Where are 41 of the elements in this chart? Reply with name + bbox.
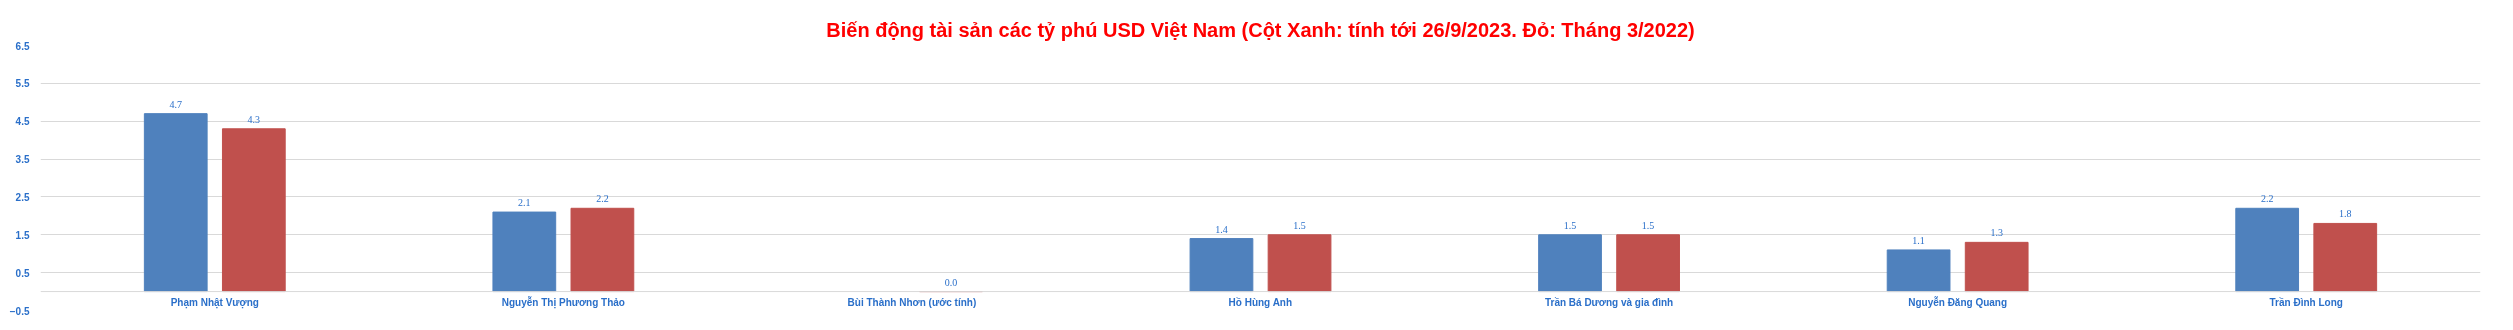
y-tick-label: 0.5 xyxy=(15,267,30,279)
data-label: 1.1 xyxy=(1912,234,1925,246)
y-tick-label: −0.5 xyxy=(9,305,30,317)
chart-title: Biến động tài sản các tỷ phú USD Việt Nam (Cột Xanh: tính tới 26/9/2023. Đỏ: Tháng 3/2022) xyxy=(826,18,1695,41)
y-tick-label: 4.5 xyxy=(15,116,30,128)
data-label: 2.2 xyxy=(2260,193,2274,205)
y-tick-label: 5.5 xyxy=(15,78,30,90)
data-label: 2.2 xyxy=(596,193,609,205)
x-tick-label: Trần Đình Long xyxy=(2269,296,2343,308)
bar xyxy=(570,207,635,293)
data-label: 1.8 xyxy=(2339,208,2352,220)
bar xyxy=(492,211,557,293)
bar xyxy=(1964,241,2029,293)
y-tick-label: 6.5 xyxy=(15,40,30,52)
bar xyxy=(1538,234,1602,293)
y-tick-label: 3.5 xyxy=(15,154,30,166)
y-tick-label: 2.5 xyxy=(15,191,30,203)
x-tick-label: Nguyễn Thị Phương Thảo xyxy=(501,295,625,309)
bar xyxy=(1189,238,1254,293)
x-tick-label: Bùi Thành Nhơn (ước tính) xyxy=(847,296,977,308)
data-label: 0.0 xyxy=(944,276,958,288)
data-label: 1.5 xyxy=(1641,219,1655,231)
x-tick-label: Nguyễn Đăng Quang xyxy=(1908,295,2008,308)
data-label: 4.7 xyxy=(169,98,182,110)
data-label: 4.3 xyxy=(247,113,261,125)
data-label: 1.5 xyxy=(1293,219,1306,231)
bar xyxy=(1886,249,1951,293)
bar xyxy=(221,128,286,293)
bar xyxy=(1616,234,1680,293)
data-label: 1.3 xyxy=(1990,227,2003,239)
data-label: 1.5 xyxy=(1563,219,1577,231)
x-tick-label: Phạm Nhật Vượng xyxy=(170,296,259,309)
bar xyxy=(1267,234,1332,293)
data-label: 1.4 xyxy=(1215,223,1228,235)
bar xyxy=(2235,207,2300,293)
x-tick-label: Trần Bá Dương và gia đình xyxy=(1544,296,1674,308)
x-tick-label: Hồ Hùng Anh xyxy=(1228,296,1293,308)
bar xyxy=(2313,222,2378,293)
y-tick-label: 1.5 xyxy=(15,229,30,241)
bar xyxy=(143,113,208,293)
data-label: 2.1 xyxy=(518,197,531,209)
